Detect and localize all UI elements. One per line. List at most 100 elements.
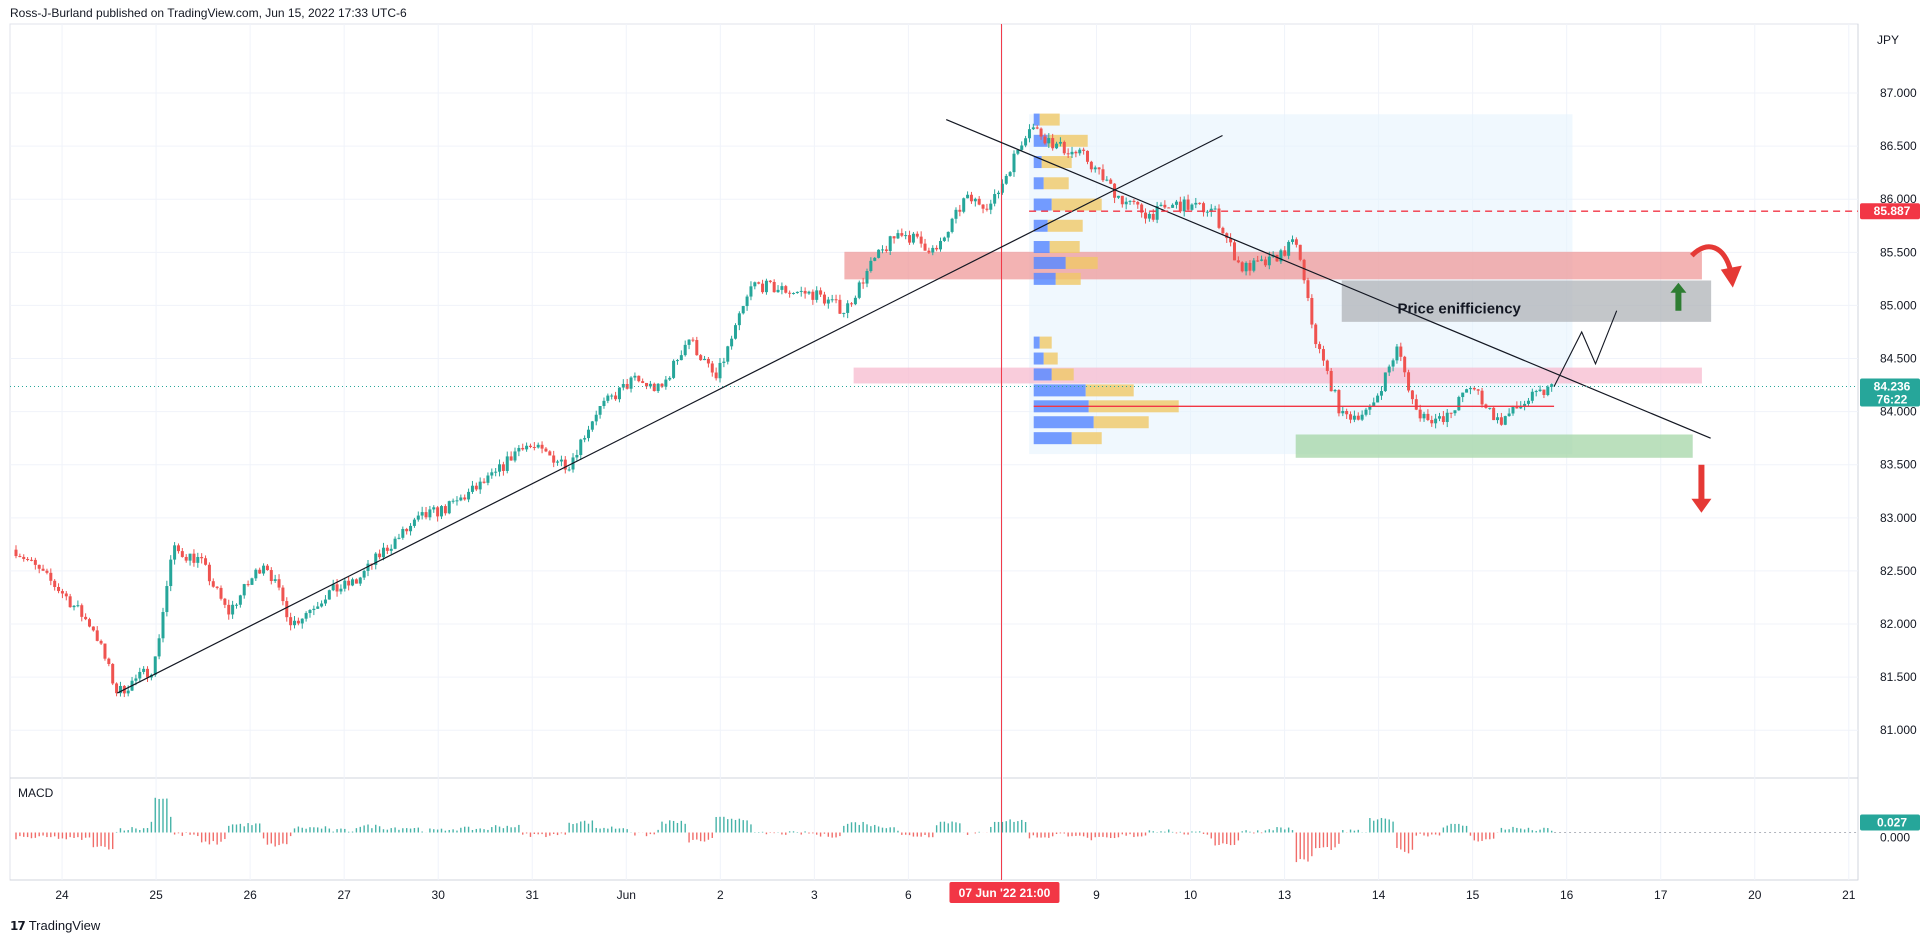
candle-body	[231, 604, 235, 615]
candle-body	[57, 586, 61, 592]
time-tick-label: 27	[337, 888, 351, 902]
candle-body	[1492, 407, 1496, 421]
candle-body	[1287, 241, 1291, 256]
candle-body	[741, 306, 745, 314]
candle-body	[1345, 411, 1349, 415]
candle-body	[826, 299, 830, 304]
candle-body	[962, 198, 966, 212]
candle-body	[1542, 389, 1546, 395]
candle-body	[1159, 204, 1163, 207]
candle-body	[1352, 415, 1356, 420]
candle-body	[1035, 127, 1039, 129]
candle-body	[354, 579, 358, 584]
candle-body	[807, 291, 811, 294]
candle-body	[196, 556, 200, 563]
candle-body	[409, 525, 413, 532]
candle-body	[830, 299, 834, 301]
candle-body	[1252, 260, 1256, 271]
candle-body	[1221, 227, 1225, 234]
candle-body	[142, 668, 146, 672]
candle-body	[1434, 418, 1438, 424]
candle-body	[265, 565, 269, 571]
candle-body	[335, 584, 339, 592]
candle-body	[977, 198, 981, 205]
candle-body	[935, 247, 939, 250]
candle-body	[455, 500, 459, 502]
time-tick-label: 17	[1654, 888, 1668, 902]
candle-body	[880, 249, 884, 251]
candle-body	[14, 549, 18, 557]
candle-body	[873, 257, 877, 261]
candle-body	[687, 339, 691, 345]
candle-body	[1294, 239, 1298, 245]
candle-body	[204, 558, 208, 565]
macd-zero-tick: 0.000	[1880, 831, 1910, 845]
candle-body	[757, 282, 761, 284]
candle-body	[954, 209, 958, 219]
candle-body	[792, 293, 796, 295]
candle-body	[296, 620, 300, 624]
candle-body	[381, 547, 385, 558]
candle-body	[1488, 407, 1492, 409]
candle-body	[53, 580, 57, 587]
tv-logo-icon: 𝟭𝟳	[10, 918, 26, 933]
candle-body	[281, 587, 285, 602]
candle-body	[1403, 356, 1407, 373]
candle-body	[1240, 262, 1244, 272]
candle-body	[633, 375, 637, 378]
candle-body	[1248, 262, 1252, 271]
candle-body	[834, 299, 838, 301]
candle-body	[416, 515, 420, 520]
candle-body	[981, 204, 985, 209]
candle-body	[146, 668, 150, 678]
candle-body	[378, 553, 382, 558]
price-badge-value: 85.887	[1874, 204, 1911, 218]
candle-body	[915, 233, 919, 237]
candle-body	[1232, 242, 1236, 261]
candle-body	[1538, 389, 1542, 392]
candle-body	[969, 194, 973, 202]
candle-body	[22, 556, 26, 559]
candle-body	[919, 236, 923, 244]
candle-body	[157, 638, 161, 657]
candle-body	[753, 282, 757, 287]
candle-body	[1070, 151, 1074, 155]
axes: JPY87.00086.50086.00085.50085.00084.5008…	[55, 33, 1917, 903]
candle-body	[1523, 403, 1527, 407]
candle-body	[784, 286, 788, 293]
candle-body	[1194, 202, 1198, 205]
candle-body	[1499, 417, 1503, 425]
candle-body	[308, 610, 312, 614]
candle-body	[548, 451, 552, 456]
time-tick-label: 26	[243, 888, 257, 902]
candle-body	[1526, 400, 1530, 404]
time-tick-label: 25	[149, 888, 163, 902]
candle-body	[586, 429, 590, 439]
candle-body	[1213, 208, 1217, 210]
candle-body	[850, 303, 854, 305]
candle-body	[513, 451, 517, 461]
candle-body	[447, 501, 451, 514]
candle-body	[567, 469, 571, 471]
candle-body	[227, 604, 231, 615]
candle-body	[45, 570, 49, 573]
candle-body	[884, 249, 888, 252]
candle-body	[706, 358, 710, 364]
candle-body	[1078, 149, 1082, 154]
candle-body	[482, 481, 486, 483]
candle-body	[41, 568, 45, 571]
candle-body	[134, 678, 138, 681]
candle-body	[1337, 390, 1341, 414]
time-tick-label: 14	[1372, 888, 1386, 902]
candle-body	[908, 235, 912, 243]
candle-body	[1364, 409, 1368, 415]
price-tick-label: 86.500	[1880, 139, 1917, 153]
candle-body	[1263, 259, 1267, 266]
candle-body	[989, 203, 993, 210]
candle-body	[87, 619, 91, 627]
candle-body	[238, 595, 242, 605]
candle-body	[1182, 199, 1186, 212]
profile-bar-up	[1033, 272, 1056, 285]
time-tick-label: 15	[1466, 888, 1480, 902]
